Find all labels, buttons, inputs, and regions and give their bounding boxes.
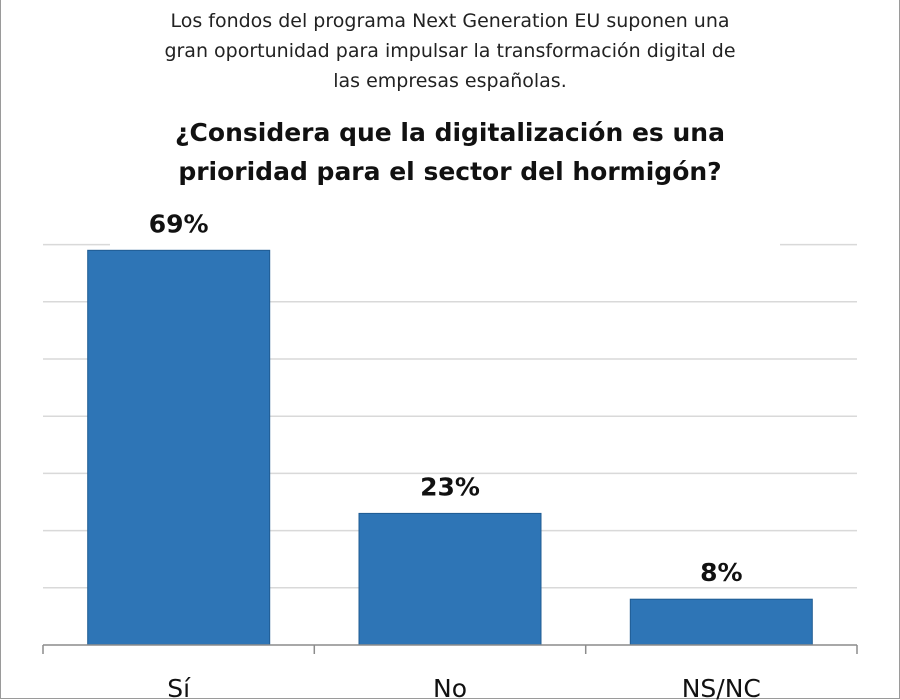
bar-1	[358, 512, 542, 646]
data-label-0: 69%	[149, 209, 209, 238]
chart-title: ¿Considera que la digitalización es una …	[0, 113, 900, 191]
x-tick-label-0: Sí	[167, 674, 191, 700]
x-tick-labels: Sí No NS/NC	[167, 674, 761, 700]
chart-title-line-1: ¿Considera que la digitalización es una	[175, 118, 725, 147]
data-labels: 69% 23% 8%	[149, 209, 743, 587]
chart-title-line-2: prioridad para el sector del hormigón?	[178, 157, 722, 186]
data-label-2: 8%	[700, 558, 742, 587]
x-tick-label-2: NS/NC	[682, 674, 761, 700]
bar-0	[87, 249, 271, 646]
chart-subtitle: Los fondos del programa Next Generation …	[0, 6, 900, 96]
bars	[87, 249, 813, 646]
bar-2	[629, 598, 813, 646]
chart-subtitle-line-2: gran oportunidad para impulsar la transf…	[164, 40, 736, 62]
x-tick-label-1: No	[433, 674, 467, 700]
chart-subtitle-line-1: Los fondos del programa Next Generation …	[170, 10, 730, 32]
data-label-1: 23%	[420, 472, 480, 501]
chart-subtitle-line-3: las empresas españolas.	[333, 70, 567, 92]
x-axis	[42, 644, 858, 654]
